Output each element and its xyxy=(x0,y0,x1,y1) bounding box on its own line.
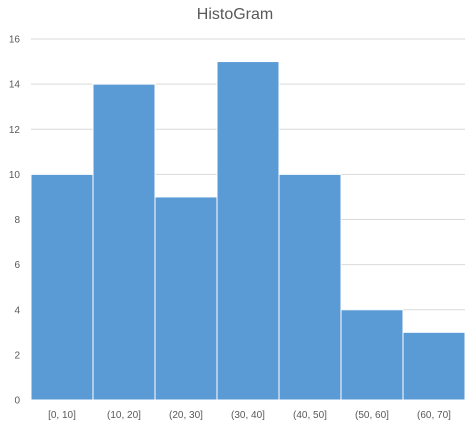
y-tick-label: 16 xyxy=(9,35,21,46)
y-tick-label: 12 xyxy=(9,125,21,136)
y-tick-label: 4 xyxy=(14,305,20,316)
y-tick-label: 6 xyxy=(14,260,20,271)
x-tick-label: (50, 60] xyxy=(355,410,389,421)
y-axis-ticks: 0 2 4 6 8 10 12 14 16 xyxy=(9,35,21,407)
bar xyxy=(340,309,404,401)
bar xyxy=(92,83,156,401)
y-tick-label: 10 xyxy=(9,170,21,181)
bar xyxy=(30,173,94,401)
y-tick-label: 14 xyxy=(9,80,21,91)
bars xyxy=(30,61,466,401)
y-tick-label: 0 xyxy=(14,396,20,407)
bar xyxy=(154,196,218,401)
x-axis-ticks: [0, 10] (10, 20] (20, 30] (30, 40] (40, 50] (… xyxy=(48,410,451,421)
bar xyxy=(402,331,466,401)
x-tick-label: (40, 50] xyxy=(293,410,327,421)
x-tick-label: (20, 30] xyxy=(169,410,203,421)
y-tick-label: 2 xyxy=(14,350,20,361)
x-tick-label: (30, 40] xyxy=(231,410,265,421)
x-tick-label: (60, 70] xyxy=(417,410,451,421)
chart-title: HistoGram xyxy=(196,6,274,23)
bar xyxy=(216,61,280,401)
y-tick-label: 8 xyxy=(14,215,20,226)
x-tick-label: [0, 10] xyxy=(48,410,76,421)
x-tick-label: (10, 20] xyxy=(107,410,141,421)
bar xyxy=(278,173,342,401)
